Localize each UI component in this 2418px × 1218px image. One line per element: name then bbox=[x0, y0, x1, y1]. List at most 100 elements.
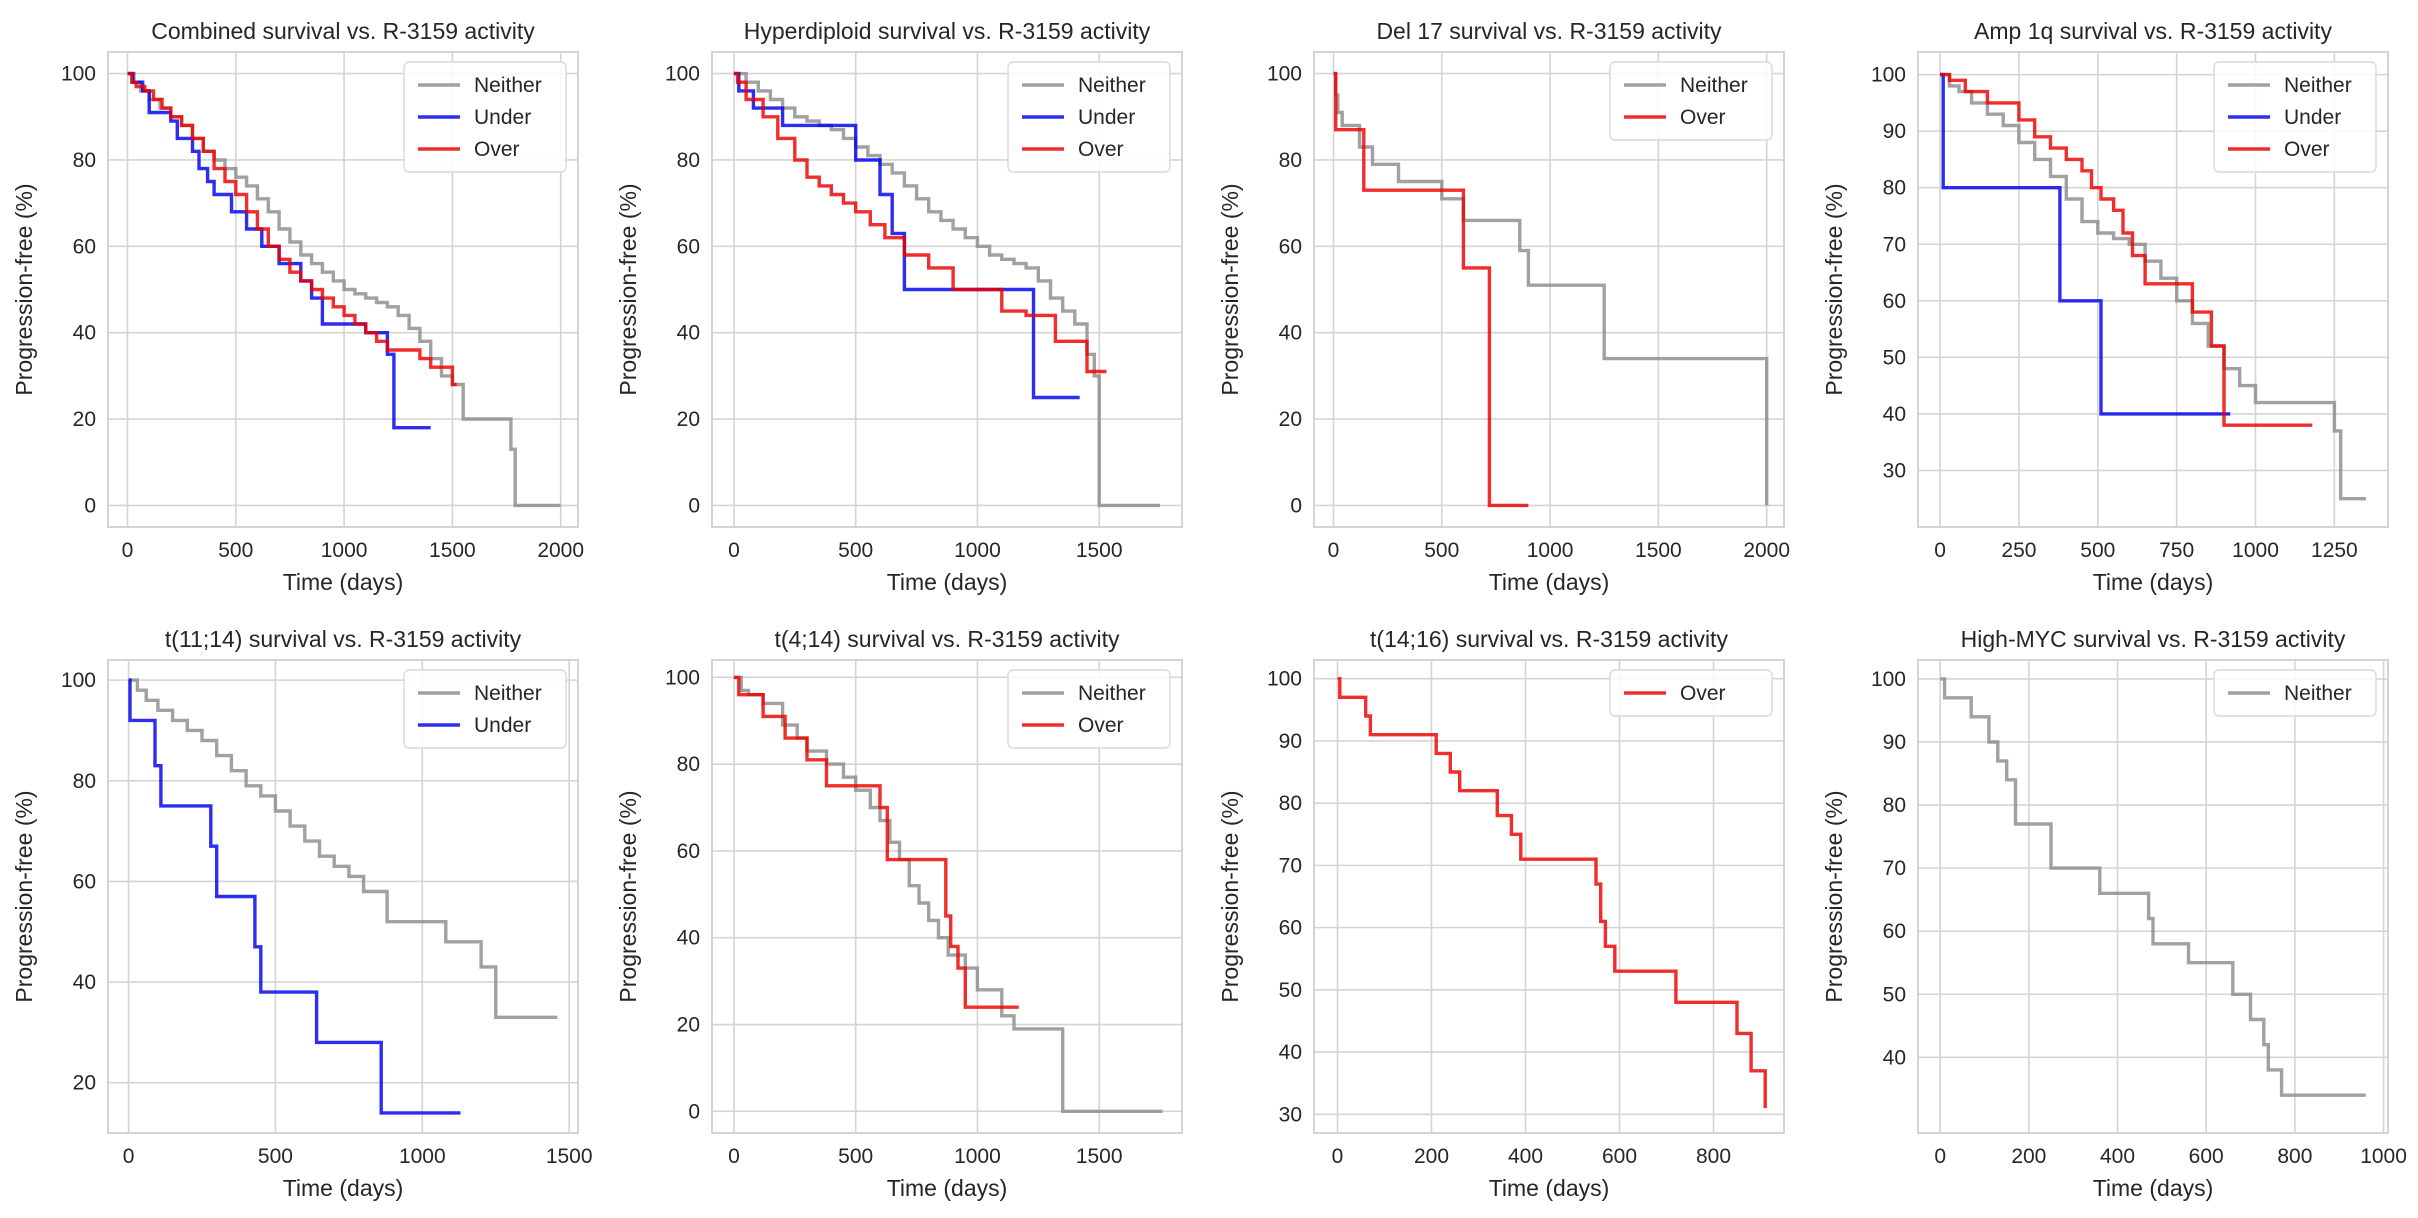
series-line-neither bbox=[128, 678, 558, 1019]
legend-box bbox=[1007, 669, 1171, 749]
series-line-under bbox=[1940, 72, 2231, 416]
legend-label: Neither bbox=[1078, 682, 1146, 705]
legend: Neither Under bbox=[403, 669, 567, 749]
x-tick-label: 1500 bbox=[429, 539, 476, 562]
y-tick-label: 90 bbox=[1279, 730, 1302, 753]
y-tick-label: 40 bbox=[73, 322, 96, 345]
y-tick-label: 30 bbox=[1883, 459, 1906, 482]
y-tick-label: 20 bbox=[1279, 408, 1302, 431]
x-tick-label: 1000 bbox=[2360, 1145, 2407, 1168]
legend: Neither bbox=[2213, 669, 2377, 717]
legend-label: Neither bbox=[2284, 682, 2352, 705]
x-tick-label: 200 bbox=[1414, 1145, 1449, 1168]
series-line-neither bbox=[1940, 677, 2366, 1097]
chart-title: t(14;16) survival vs. R-3159 activity bbox=[1370, 626, 1728, 652]
x-tick-label: 250 bbox=[2001, 539, 2036, 562]
x-tick-label: 600 bbox=[2189, 1145, 2224, 1168]
y-axis-label: Progression-free (%) bbox=[615, 183, 641, 395]
x-axis-label: Time (days) bbox=[1489, 569, 1610, 595]
y-tick-label: 20 bbox=[73, 408, 96, 431]
y-tick-label: 40 bbox=[1279, 1041, 1302, 1064]
chart-title: High-MYC survival vs. R-3159 activity bbox=[1961, 626, 2346, 652]
x-axis-label: Time (days) bbox=[2093, 1175, 2214, 1201]
x-tick-label: 1000 bbox=[954, 1145, 1001, 1168]
chart-title: Del 17 survival vs. R-3159 activity bbox=[1376, 18, 1722, 44]
chart-panel: 0 500 1000 1500 20 40 60 80 100 t(11;14) survival… bbox=[11, 626, 593, 1201]
y-tick-label: 40 bbox=[1883, 403, 1906, 426]
series-line-over bbox=[127, 71, 457, 387]
x-axis-label: Time (days) bbox=[887, 1175, 1008, 1201]
x-tick-label: 500 bbox=[258, 1145, 293, 1168]
legend: Neither Over bbox=[1609, 61, 1773, 141]
y-tick-label: 90 bbox=[1883, 731, 1906, 754]
series-line-over bbox=[733, 71, 1107, 374]
legend-box bbox=[1007, 61, 1171, 173]
chart-panel: 0 500 1000 1500 2000 0 20 40 60 80 100 Del 17 survi… bbox=[1217, 18, 1790, 595]
legend-label: Over bbox=[1680, 106, 1726, 129]
legend-box bbox=[403, 669, 567, 749]
series-line-under bbox=[128, 678, 461, 1115]
x-tick-label: 1500 bbox=[546, 1145, 593, 1168]
x-tick-label: 500 bbox=[2080, 539, 2115, 562]
x-tick-label: 0 bbox=[122, 539, 134, 562]
x-tick-label: 800 bbox=[2277, 1145, 2312, 1168]
legend-label: Over bbox=[2284, 138, 2330, 161]
y-tick-label: 50 bbox=[1279, 979, 1302, 1002]
x-tick-label: 1500 bbox=[1076, 539, 1123, 562]
y-axis-label: Progression-free (%) bbox=[1217, 183, 1243, 395]
legend-box bbox=[403, 61, 567, 173]
plot-frame bbox=[107, 51, 579, 528]
x-tick-label: 500 bbox=[838, 1145, 873, 1168]
x-tick-label: 0 bbox=[728, 539, 740, 562]
y-tick-label: 100 bbox=[665, 63, 700, 86]
chart-title: t(4;14) survival vs. R-3159 activity bbox=[774, 626, 1120, 652]
chart-panel: 0 500 1000 1500 2000 0 20 40 60 80 100 Combined sur… bbox=[11, 18, 584, 595]
y-tick-label: 60 bbox=[1279, 917, 1302, 940]
y-tick-label: 30 bbox=[1279, 1103, 1302, 1126]
y-tick-label: 70 bbox=[1883, 857, 1906, 880]
x-tick-label: 0 bbox=[123, 1145, 135, 1168]
x-tick-label: 1000 bbox=[399, 1145, 446, 1168]
series-line-neither bbox=[1940, 72, 2366, 501]
series-line-neither bbox=[733, 675, 1163, 1113]
y-tick-label: 80 bbox=[73, 149, 96, 172]
legend-label: Neither bbox=[474, 74, 542, 97]
chart-title: Combined survival vs. R-3159 activity bbox=[151, 18, 535, 44]
y-tick-label: 40 bbox=[677, 927, 700, 950]
legend-label: Under bbox=[1078, 106, 1135, 129]
y-tick-label: 100 bbox=[665, 666, 700, 689]
y-tick-label: 100 bbox=[1267, 668, 1302, 691]
x-axis-label: Time (days) bbox=[283, 1175, 404, 1201]
y-tick-label: 20 bbox=[677, 1014, 700, 1037]
series-line-over bbox=[733, 675, 1019, 1009]
y-tick-label: 70 bbox=[1279, 854, 1302, 877]
legend: Neither Under Over bbox=[2213, 61, 2377, 173]
legend-label: Neither bbox=[1680, 74, 1748, 97]
plot-frame bbox=[711, 659, 1183, 1134]
x-axis-label: Time (days) bbox=[2093, 569, 2214, 595]
x-tick-label: 1250 bbox=[2311, 539, 2358, 562]
y-axis-label: Progression-free (%) bbox=[11, 183, 37, 395]
y-tick-label: 20 bbox=[677, 408, 700, 431]
x-tick-label: 1000 bbox=[1527, 539, 1574, 562]
y-tick-label: 0 bbox=[688, 494, 700, 517]
y-tick-label: 0 bbox=[688, 1100, 700, 1123]
x-tick-label: 500 bbox=[218, 539, 253, 562]
y-axis-label: Progression-free (%) bbox=[1821, 183, 1847, 395]
y-tick-label: 80 bbox=[73, 770, 96, 793]
y-tick-label: 60 bbox=[73, 235, 96, 258]
legend-label: Over bbox=[1680, 682, 1726, 705]
series-line-over bbox=[1337, 677, 1767, 1109]
x-tick-label: 1500 bbox=[1635, 539, 1682, 562]
y-tick-label: 60 bbox=[1883, 920, 1906, 943]
legend-label: Neither bbox=[1078, 74, 1146, 97]
y-axis-label: Progression-free (%) bbox=[1821, 790, 1847, 1002]
x-tick-label: 800 bbox=[1696, 1145, 1731, 1168]
y-tick-label: 100 bbox=[61, 669, 96, 692]
chart-panel: 0 200 400 600 800 1000 40 50 60 70 80 90 100 High-MYC… bbox=[1821, 626, 2407, 1201]
y-tick-label: 80 bbox=[1883, 794, 1906, 817]
x-tick-label: 0 bbox=[1934, 1145, 1946, 1168]
x-tick-label: 400 bbox=[2100, 1145, 2135, 1168]
series-line-over bbox=[1333, 71, 1529, 508]
